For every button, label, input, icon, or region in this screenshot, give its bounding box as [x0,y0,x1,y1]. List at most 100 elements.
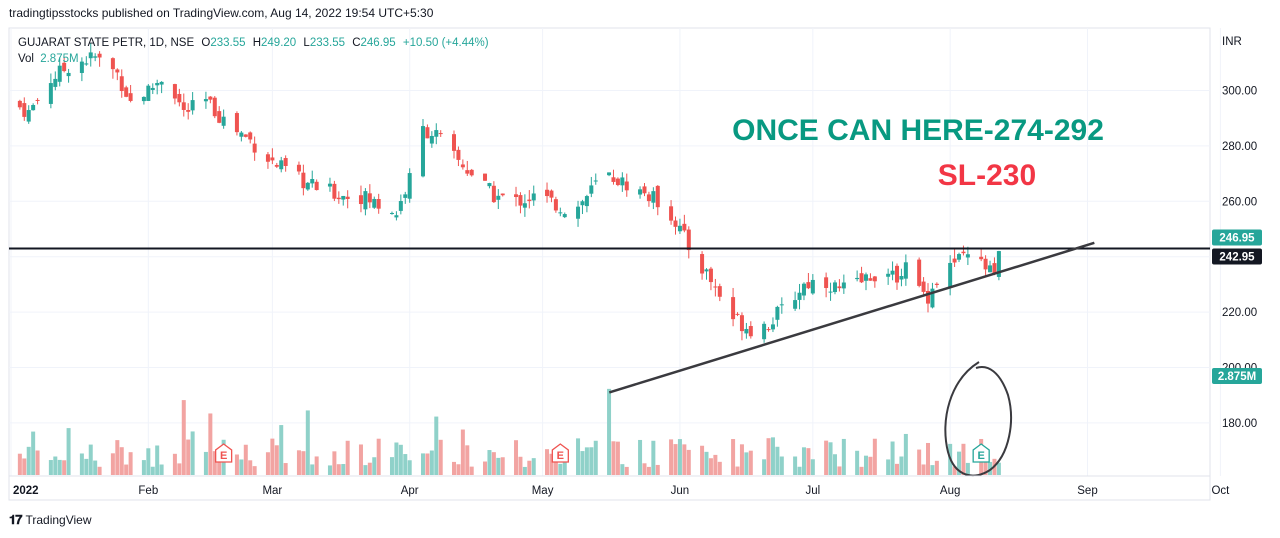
legend-close: 246.95 [361,37,396,49]
volume-badge-bg [1212,368,1262,384]
price-tick-label: 300.00 [1222,86,1257,98]
candle-body [394,215,399,218]
volume-bar [53,456,58,475]
candle-body [438,133,443,135]
candle-body [367,193,372,203]
volume-bar [828,442,833,475]
candle-body [832,282,837,293]
candle-body [948,262,953,288]
volume-bar [589,447,594,475]
candle-body [301,172,306,189]
candle-body [500,193,505,196]
price-tick-label: 280.00 [1222,141,1257,153]
candle-body [221,116,226,126]
volume-bar [824,440,829,475]
candle-body [562,214,567,218]
volume-bar [899,456,904,475]
candle-body [465,170,470,174]
candle-body [770,324,775,330]
candle-body [283,158,288,167]
earnings-marker-label: E [220,450,227,462]
volume-bar [456,464,461,475]
volume-bar [31,431,36,475]
candle-body [341,195,346,200]
candle-body [580,201,585,206]
volume-bar [988,461,993,475]
volume-bar [531,458,536,475]
time-axis[interactable]: 2022 Feb Mar Apr May Jun Jul Aug Sep Oct [9,475,1230,497]
volume-bar [983,451,988,475]
candle-body [863,274,868,281]
candle-body [452,134,456,151]
volume-bar [407,460,412,475]
legend-change: +10.50 (+4.44%) [403,37,489,49]
volume-bar [775,446,780,475]
candle-body [483,173,488,181]
volume-bar [801,447,806,475]
candle-body [398,201,403,211]
candle-body [172,84,177,99]
volume-bar [961,443,966,475]
candle-body [372,198,377,208]
tradingview-branding[interactable]: 𝟏𝟕 TradingView [9,512,92,528]
volume-bar [677,439,682,475]
volume-bar [212,451,217,475]
candle-body [234,113,239,133]
candle-body [545,189,550,197]
volume-bar [398,444,403,475]
candle-body [389,212,394,214]
candle-body [522,203,527,208]
volume-bar [872,438,877,475]
volume-bar [518,456,523,475]
candle-body [828,291,833,293]
volume-bar [700,445,705,475]
candle-body [899,276,904,280]
volume-bar [394,442,399,475]
volume-bar [336,464,341,475]
volume-highlight-circle[interactable] [944,361,1012,477]
volume-bar [119,447,124,475]
volume-bar [332,451,337,475]
volume-bar [549,453,554,475]
legend-vol: 2.875M [40,53,78,65]
candle-body [589,185,594,194]
candle-body [673,220,678,227]
candle-body [921,281,926,292]
candle-body [358,195,363,205]
last-price-badge: 246.95 [1219,232,1255,244]
candle-body [66,72,71,77]
candle-body [801,283,806,296]
volume-bar [917,449,922,475]
volume-bar [265,452,270,475]
candle-body [917,259,922,286]
tradingview-brand-text: TradingView [25,513,92,527]
volume-bar [403,454,408,475]
volume-bar [434,416,439,475]
volume-bar [514,440,519,475]
svg-text:GUJARAT STATE PETR, 1D, NSE: GUJARAT STATE PETR, 1D, NSE O233.55 H249… [18,37,489,49]
candle-body [487,183,492,187]
svg-text:Vol 2.875M: Vol 2.875M [18,53,79,65]
candle-body [766,329,771,331]
candle-body [651,191,656,203]
volume-bar [611,441,616,475]
volume-bar [890,441,895,475]
volume-bar [620,464,625,475]
time-tick-label: Feb [138,485,158,497]
volume-bar [770,437,775,475]
volume-bar [243,444,248,475]
volume-bar [181,400,186,475]
support-trendline[interactable] [608,241,1095,394]
volume-bar [363,465,368,475]
volume-bar [327,465,332,475]
candle-body [607,172,612,176]
candle-body [434,130,439,137]
volume-bar [367,462,372,475]
price-tick-label: 260.00 [1222,196,1257,208]
volume-bar [310,464,315,475]
price-tick-label: 180.00 [1222,418,1257,430]
candle-body [713,286,718,288]
volume-bar [429,450,434,475]
volume-bar [155,445,160,475]
